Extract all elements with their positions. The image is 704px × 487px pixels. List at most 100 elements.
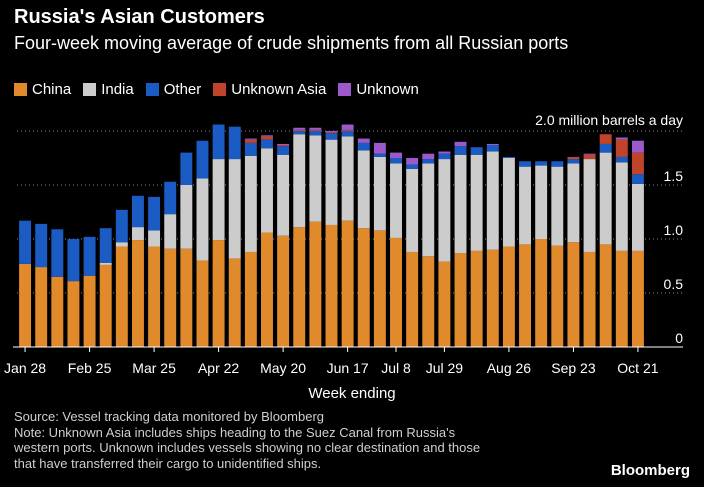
bar-segment-china [35,267,48,347]
bar-segment-other [19,220,32,264]
bar-segment-china [454,253,467,347]
bar-segment-india [244,155,257,252]
bar-segment-other [470,147,483,155]
bar-segment-china [148,246,161,347]
bar-segment-unknown-asia [567,156,580,160]
bar-segment-other [83,236,96,276]
bar-segment-other [277,146,290,155]
bar-segment-china [631,250,644,347]
bar-segment-other [519,161,532,167]
bar-segment-other [309,131,322,136]
bar-segment-other [390,158,402,164]
bar-segment-unknown [341,124,354,130]
legend-label-unknown: Unknown [356,81,419,98]
bar-segment-china [67,281,80,347]
bar-segment-other [51,229,64,277]
y-tick-label: 1.0 [664,222,684,238]
bar-segment-unknown [244,138,257,140]
bar-segment-india [599,152,612,245]
bar-segment-china [422,256,435,347]
bar-segment-india [454,154,467,254]
bar-segment-china [99,264,112,347]
bar-segment-unknown-asia [277,145,290,147]
bar-segment-unknown [277,143,290,146]
bar-segment-india [519,166,532,245]
bar-segment-other [567,159,580,164]
bar-segment-india [422,163,435,257]
bar-segment-unknown [373,142,386,154]
x-tick-label: Jan 28 [4,360,46,376]
bar-segment-unknown [357,138,370,143]
y-tick-label: 0.5 [664,276,684,292]
bar-segment-india [486,151,499,250]
bar-segment-india [535,165,548,239]
bar-segment-china [519,244,532,347]
bar-segment-china [212,240,225,347]
bar-segment-other [631,174,644,184]
y-unit-label: 2.0 million barrels a day [535,112,683,128]
bar-segment-unknown [438,151,451,154]
bar-segment-india [212,159,225,241]
legend-label-india: India [101,81,134,98]
bar-segment-india [99,262,112,265]
bar-segment-india [567,163,580,243]
bar-segment-india [196,178,209,261]
bar-segment-india [390,163,402,238]
bar-segment-unknown-asia [631,152,644,175]
bar-segment-other [212,124,225,160]
bar-segment-china [438,261,451,347]
bar-segment-unknown [390,152,402,158]
bar-segment-other [99,228,112,263]
bar-segment-other [131,195,144,228]
x-tick-label: Jul 29 [426,360,464,376]
bar-segment-other [454,146,467,155]
bar-segment-unknown [406,158,419,165]
bar-segment-other [115,209,128,243]
bar-segment-china [244,251,257,347]
bar-segment-china [261,232,273,347]
legend-label-unknown-asia: Unknown Asia [231,81,327,98]
y-tick-label: 0 [675,330,683,346]
legend-item-other: Other [145,81,201,98]
bar-segment-unknown-asia [325,132,338,134]
bar-segment-other [244,142,257,156]
axis-layer: 0 0.5 1.0 1.5 2.0 million barrels a day Jan 2… [4,112,683,402]
x-tick-label: May 20 [260,360,306,376]
bar-segment-india [180,185,193,249]
bar-segment-china [583,251,596,347]
bar-segment-other [438,153,451,160]
bar-segment-china [51,276,64,347]
bar-segment-china [357,228,370,347]
bar-segment-china [535,239,548,347]
note-line-3: that have transferred their cargo to uni… [14,455,322,471]
x-tick-label: Oct 21 [617,360,658,376]
bar-segment-unknown [486,143,499,146]
bar-segment-unknown-asia [293,129,306,131]
bar-segment-other [422,159,435,164]
x-tick-label: Aug 26 [487,360,532,376]
legend-item-unknown-asia: Unknown Asia [213,81,326,98]
x-tick-label: Apr 22 [198,360,239,376]
x-tick-label: Feb 25 [68,360,112,376]
bar-segment-china [83,275,96,347]
bar-segment-china [567,242,580,347]
bar-segment-india [470,154,483,251]
bar-segment-china [551,245,564,347]
bar-segment-other [551,161,564,167]
bar-segment-china [164,248,177,347]
y-tick-label: 1.5 [664,168,684,184]
legend-swatch-china [14,83,27,96]
bar-segment-india [615,162,628,251]
bars-layer [19,124,644,347]
bar-segment-unknown [293,127,306,130]
bar-segment-other [180,152,193,185]
bar-segment-india [551,166,564,246]
bar-segment-india [438,159,451,262]
bar-segment-india [164,214,177,249]
bar-segment-china [309,221,322,347]
bar-segment-other [164,181,177,215]
bar-segment-other [293,131,306,135]
bar-segment-unknown-asia [309,129,322,131]
bar-segment-india [309,135,322,222]
